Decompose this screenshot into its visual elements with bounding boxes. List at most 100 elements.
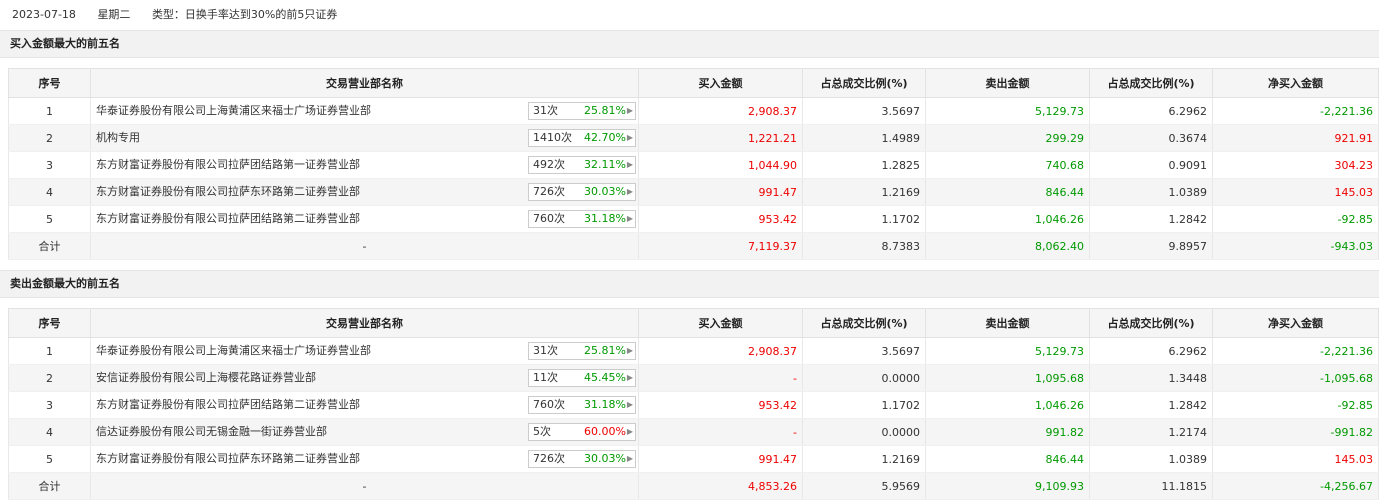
branch-name-link[interactable]: 安信证券股份有限公司上海樱花路证券营业部 — [96, 371, 316, 384]
col-header-buy: 买入金额 — [638, 308, 803, 338]
branch-name-link[interactable]: 东方财富证券股份有限公司拉萨东环路第二证券营业部 — [96, 185, 360, 198]
total-sell: 9,109.93 — [925, 472, 1090, 500]
net-amount: -991.82 — [1212, 418, 1379, 446]
listing-count: 5次 — [533, 425, 551, 438]
row-index: 2 — [8, 124, 91, 152]
win-rate: 30.03% — [584, 185, 626, 198]
buy-amount: 2,908.37 — [638, 337, 803, 365]
listing-stats-button[interactable]: 31次 25.81% ▶ — [528, 342, 636, 360]
row-index: 5 — [8, 445, 91, 473]
branch-name-link[interactable]: 华泰证券股份有限公司上海黄浦区来福士广场证券营业部 — [96, 104, 371, 117]
total-buy-ratio: 8.7383 — [802, 232, 926, 260]
table-row: 2 机构专用 1410次 42.70% ▶ 1,221.21 1.4989 299.29 0.3… — [8, 124, 1379, 152]
row-index: 1 — [8, 97, 91, 125]
sell-ratio: 6.2962 — [1089, 97, 1213, 125]
win-rate: 25.81% — [584, 104, 626, 117]
net-amount: -92.85 — [1212, 205, 1379, 233]
sell-table-body: 1 华泰证券股份有限公司上海黄浦区来福士广场证券营业部 31次 25.81% ▶ 2,90… — [8, 337, 1379, 500]
col-header-sell-ratio: 占总成交比例(%) — [1089, 308, 1213, 338]
sell-amount: 991.82 — [925, 418, 1090, 446]
total-name-placeholder: - — [90, 232, 639, 260]
col-header-net: 净买入金额 — [1212, 68, 1379, 98]
total-net: -943.03 — [1212, 232, 1379, 260]
sell-amount: 299.29 — [925, 124, 1090, 152]
listing-stats-button[interactable]: 31次 25.81% ▶ — [528, 102, 636, 120]
total-buy: 4,853.26 — [638, 472, 803, 500]
buy-amount: - — [638, 364, 803, 392]
col-header-sell-ratio: 占总成交比例(%) — [1089, 68, 1213, 98]
row-index: 5 — [8, 205, 91, 233]
total-sell-ratio: 11.1815 — [1089, 472, 1213, 500]
listing-count: 31次 — [533, 344, 558, 357]
date-text: 2023-07-18 — [12, 8, 76, 21]
triangle-right-icon: ▶ — [626, 133, 633, 142]
buy-amount: - — [638, 418, 803, 446]
branch-name-link[interactable]: 东方财富证券股份有限公司拉萨团结路第二证券营业部 — [96, 212, 360, 225]
col-header-buy: 买入金额 — [638, 68, 803, 98]
listing-stats-button[interactable]: 760次 31.18% ▶ — [528, 396, 636, 414]
col-header-sell: 卖出金额 — [925, 68, 1090, 98]
triangle-right-icon: ▶ — [626, 373, 633, 382]
table-row: 1 华泰证券股份有限公司上海黄浦区来福士广场证券营业部 31次 25.81% ▶ 2,90… — [8, 97, 1379, 125]
listing-stats-button[interactable]: 5次 60.00% ▶ — [528, 423, 636, 441]
sell-ratio: 1.0389 — [1089, 178, 1213, 206]
sell-amount: 740.68 — [925, 151, 1090, 179]
col-header-net: 净买入金额 — [1212, 308, 1379, 338]
table-row: 2 安信证券股份有限公司上海樱花路证券营业部 11次 45.45% ▶ -0.0000 1,… — [8, 364, 1379, 392]
listing-stats-button[interactable]: 726次 30.03% ▶ — [528, 450, 636, 468]
triangle-right-icon: ▶ — [626, 427, 633, 436]
branch-name-link[interactable]: 信达证券股份有限公司无锡金融一街证券营业部 — [96, 425, 327, 438]
branch-name-link[interactable]: 东方财富证券股份有限公司拉萨东环路第二证券营业部 — [96, 452, 360, 465]
row-index: 3 — [8, 151, 91, 179]
buy-section-title: 买入金额最大的前五名 — [0, 30, 1379, 58]
table-row: 4 信达证券股份有限公司无锡金融一街证券营业部 5次 60.00% ▶ -0.0000 99… — [8, 418, 1379, 446]
buy-ratio: 3.5697 — [802, 337, 926, 365]
sell-amount: 1,095.68 — [925, 364, 1090, 392]
listing-stats-button[interactable]: 726次 30.03% ▶ — [528, 183, 636, 201]
table-row: 5 东方财富证券股份有限公司拉萨东环路第二证券营业部 726次 30.03% ▶ 991.… — [8, 445, 1379, 473]
buy-amount: 991.47 — [638, 178, 803, 206]
listing-stats-button[interactable]: 11次 45.45% ▶ — [528, 369, 636, 387]
branch-name-cell: 华泰证券股份有限公司上海黄浦区来福士广场证券营业部 31次 25.81% ▶ — [90, 337, 639, 365]
win-rate: 45.45% — [584, 371, 626, 384]
total-row: 合计 -4,853.26 5.9569 9,109.93 11.1815 -4,256.6… — [8, 472, 1379, 500]
total-label: 合计 — [8, 472, 91, 500]
triangle-right-icon: ▶ — [626, 160, 633, 169]
triangle-right-icon: ▶ — [626, 187, 633, 196]
total-net: -4,256.67 — [1212, 472, 1379, 500]
sell-ratio: 1.2842 — [1089, 205, 1213, 233]
total-name-placeholder: - — [90, 472, 639, 500]
col-header-buy-ratio: 占总成交比例(%) — [802, 68, 926, 98]
sell-section-title: 卖出金额最大的前五名 — [0, 270, 1379, 298]
listing-stats-button[interactable]: 760次 31.18% ▶ — [528, 210, 636, 228]
branch-name-link[interactable]: 机构专用 — [96, 131, 140, 144]
buy-amount: 953.42 — [638, 391, 803, 419]
total-buy: 7,119.37 — [638, 232, 803, 260]
net-amount: -2,221.36 — [1212, 97, 1379, 125]
col-header-name: 交易营业部名称 — [90, 68, 639, 98]
win-rate: 42.70% — [584, 131, 626, 144]
col-header-sell: 卖出金额 — [925, 308, 1090, 338]
branch-name-link[interactable]: 东方财富证券股份有限公司拉萨团结路第二证券营业部 — [96, 398, 360, 411]
total-row: 合计 -7,119.37 8.7383 8,062.40 9.8957 -943.03 — [8, 232, 1379, 260]
triangle-right-icon: ▶ — [626, 106, 633, 115]
net-amount: 145.03 — [1212, 178, 1379, 206]
branch-name-link[interactable]: 东方财富证券股份有限公司拉萨团结路第一证券营业部 — [96, 158, 360, 171]
listing-count: 726次 — [533, 185, 565, 198]
listing-count: 31次 — [533, 104, 558, 117]
branch-name-link[interactable]: 华泰证券股份有限公司上海黄浦区来福士广场证券营业部 — [96, 344, 371, 357]
triangle-right-icon: ▶ — [626, 346, 633, 355]
row-index: 2 — [8, 364, 91, 392]
net-amount: -2,221.36 — [1212, 337, 1379, 365]
table-header-row: 序号 交易营业部名称 买入金额 占总成交比例(%) 卖出金额 占总成交比例(%)… — [8, 308, 1379, 338]
listing-stats-button[interactable]: 1410次 42.70% ▶ — [528, 129, 636, 147]
listing-count: 760次 — [533, 398, 565, 411]
net-amount: 304.23 — [1212, 151, 1379, 179]
table-row: 1 华泰证券股份有限公司上海黄浦区来福士广场证券营业部 31次 25.81% ▶ 2,90… — [8, 337, 1379, 365]
listing-stats-button[interactable]: 492次 32.11% ▶ — [528, 156, 636, 174]
type-text: 类型：日换手率达到30%的前5只证券 — [151, 8, 338, 21]
sell-ratio: 0.9091 — [1089, 151, 1213, 179]
table-row: 3 东方财富证券股份有限公司拉萨团结路第一证券营业部 492次 32.11% ▶ 1,04… — [8, 151, 1379, 179]
buy-ratio: 1.4989 — [802, 124, 926, 152]
table-row: 4 东方财富证券股份有限公司拉萨东环路第二证券营业部 726次 30.03% ▶ 991.… — [8, 178, 1379, 206]
